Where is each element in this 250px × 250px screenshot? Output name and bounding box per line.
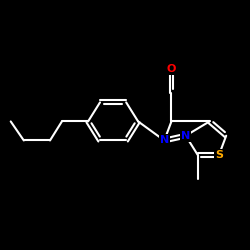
Text: O: O (167, 64, 176, 74)
Text: N: N (181, 131, 190, 141)
Text: S: S (215, 150, 223, 160)
Text: N: N (160, 136, 169, 145)
